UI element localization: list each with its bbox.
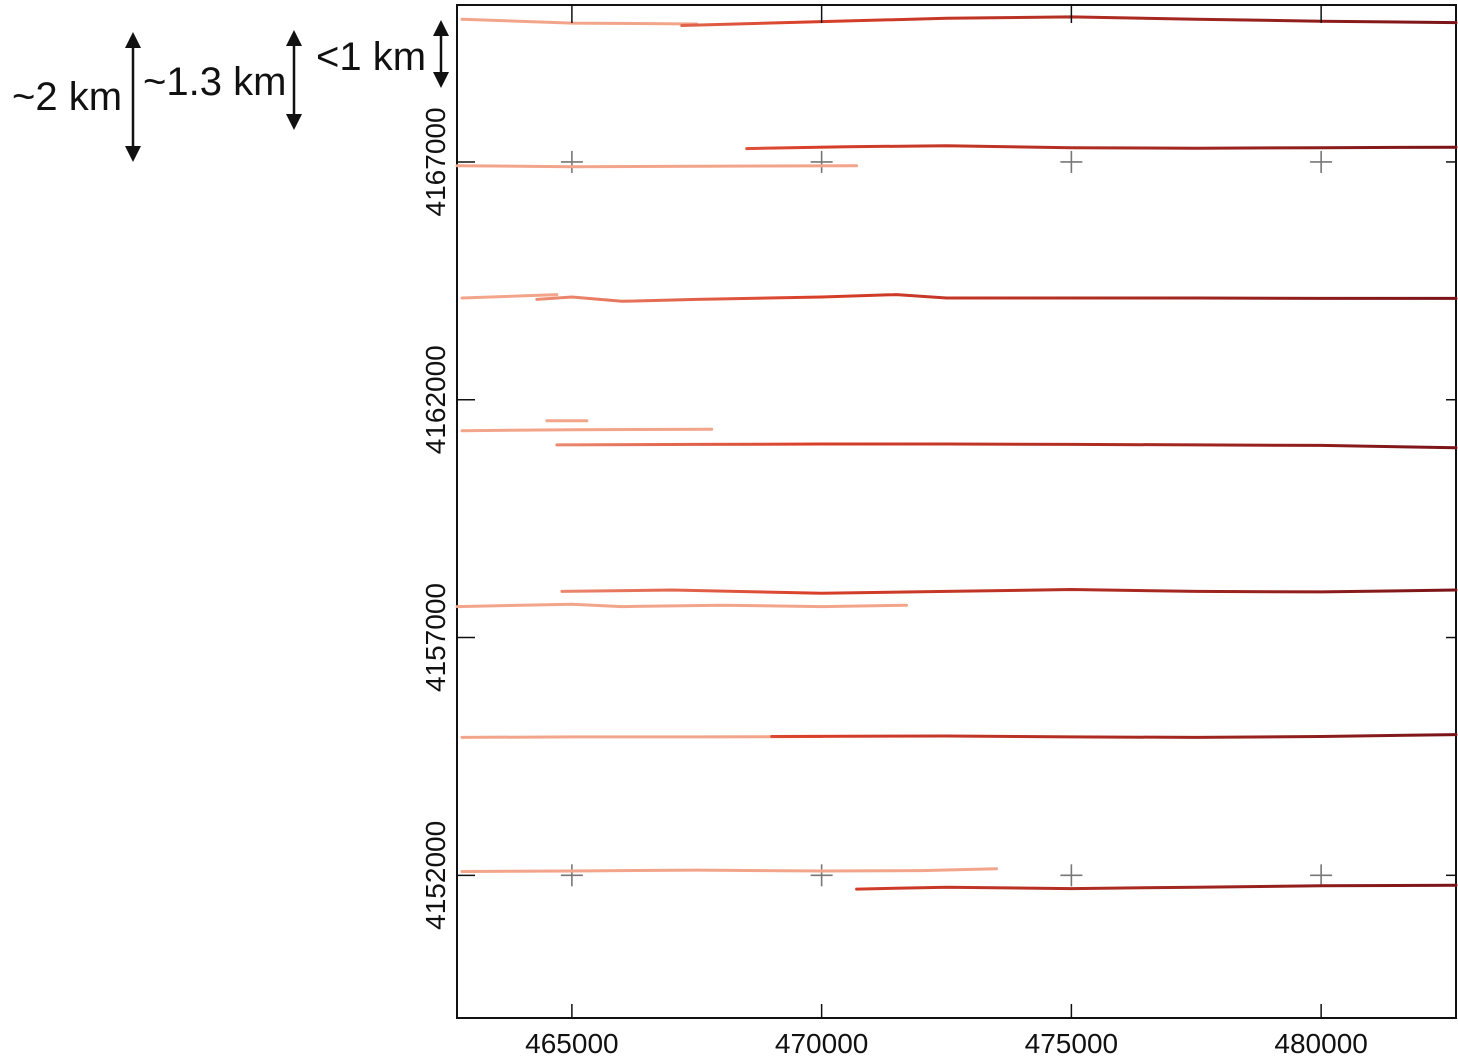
survey-track-line	[770, 733, 1458, 739]
scale-label-1-3km: ~1.3 km	[143, 60, 286, 104]
y-tick-label: 4157000	[420, 583, 451, 692]
survey-track-line	[460, 735, 824, 739]
survey-track-line	[460, 17, 699, 26]
scale-arrow-1km	[433, 20, 449, 88]
survey-track-line	[460, 427, 714, 433]
grid-cross	[810, 150, 833, 173]
survey-track-line	[560, 587, 1458, 595]
grid-cross	[560, 150, 583, 173]
survey-tracks	[455, 15, 1458, 891]
survey-track-line	[455, 602, 908, 609]
x-axis: 465000 470000 475000 480000	[525, 5, 1368, 1057]
y-axis: 4152000 4157000 4162000 4167000	[420, 107, 1456, 930]
x-tick-label: 480000	[1274, 1028, 1367, 1057]
survey-track-line	[460, 867, 998, 873]
grid-cross	[1310, 150, 1333, 173]
plot-frame	[456, 4, 1457, 1019]
x-tick-label: 475000	[1025, 1028, 1118, 1057]
scale-arrow-2km	[125, 32, 141, 162]
survey-track-line	[555, 442, 1458, 450]
scale-label-1km: <1 km	[316, 35, 426, 79]
survey-track-line	[460, 293, 559, 300]
y-tick-label: 4167000	[420, 107, 451, 216]
grid-cross	[560, 864, 583, 887]
survey-track-line	[455, 164, 859, 169]
scale-annotations: ~2 km ~1.3 km <1 km	[12, 20, 449, 162]
x-tick-label: 470000	[775, 1028, 868, 1057]
survey-track-line	[745, 144, 1458, 151]
y-tick-label: 4162000	[420, 345, 451, 454]
scale-label-2km: ~2 km	[12, 75, 122, 119]
grid-crosses	[560, 150, 1333, 887]
scale-arrow-1-3km	[286, 30, 302, 130]
grid-cross	[1310, 864, 1333, 887]
survey-track-line	[535, 293, 1458, 303]
grid-cross	[810, 864, 833, 887]
survey-track-line	[855, 883, 1458, 891]
x-tick-label: 465000	[525, 1028, 618, 1057]
grid-cross	[1060, 150, 1083, 173]
y-tick-label: 4152000	[420, 821, 451, 930]
grid-cross	[1060, 864, 1083, 887]
survey-track-line	[680, 15, 1458, 27]
